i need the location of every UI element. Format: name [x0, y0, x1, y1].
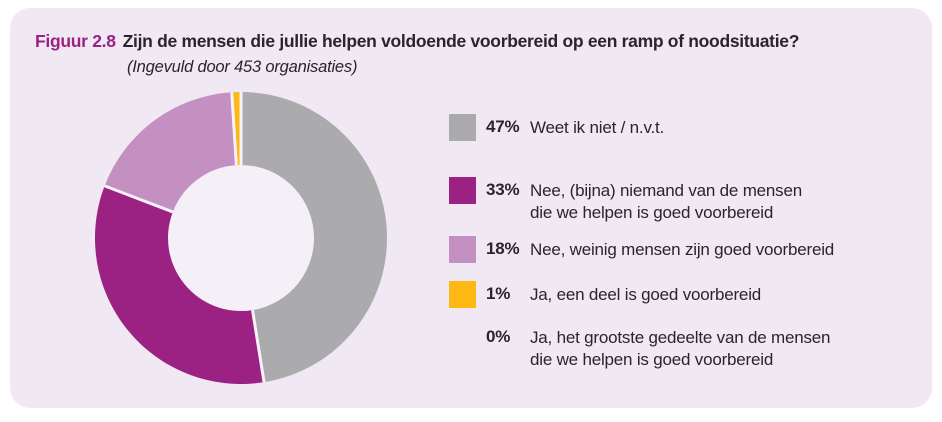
donut-chart	[95, 92, 387, 384]
legend-swatch-none	[449, 324, 476, 351]
legend-item: 47% Weet ik niet / n.v.t.	[449, 114, 929, 141]
legend-swatch-magenta	[449, 177, 476, 204]
legend-label: Ja, het grootste gedeelte van de mensen …	[530, 328, 831, 369]
segment-separator	[251, 309, 266, 383]
legend-percent: 18%	[486, 239, 520, 258]
legend-label: Ja, een deel is goed voorbereid	[530, 285, 762, 304]
legend-label: Nee, weinig mensen zijn goed voorbereid	[530, 240, 835, 259]
legend-percent: 47%	[486, 117, 520, 136]
figure-number: Figuur 2.8	[35, 31, 116, 51]
segment-separator	[104, 184, 174, 214]
donut-segment	[241, 92, 387, 383]
legend-swatch-yellow	[449, 281, 476, 308]
legend-swatch-orchid	[449, 236, 476, 263]
segment-separator	[230, 92, 238, 166]
donut-hole	[168, 165, 314, 311]
figure-panel: Figuur 2.8 Zijn de mensen die jullie hel…	[10, 8, 932, 408]
figure-title-block: Figuur 2.8 Zijn de mensen die jullie hel…	[35, 31, 799, 77]
figure-subtitle: (Ingevuld door 453 organisaties)	[127, 58, 358, 76]
legend-label: Nee, (bijna) niemand van de mensen die w…	[530, 181, 802, 222]
legend-item: 18% Nee, weinig mensen zijn goed voorber…	[449, 236, 929, 263]
legend-percent: 1%	[486, 284, 511, 303]
legend-percent: 33%	[486, 180, 520, 199]
legend-item: 33% Nee, (bijna) niemand van de mensen d…	[449, 177, 929, 223]
figure-title-line: Figuur 2.8 Zijn de mensen die jullie hel…	[35, 31, 799, 52]
figure-title: Zijn de mensen die jullie helpen voldoen…	[122, 31, 800, 51]
legend-swatch-gray	[449, 114, 476, 141]
legend-item: 1% Ja, een deel is goed voorbereid	[449, 281, 929, 308]
chart-legend: 47% Weet ik niet / n.v.t. 33% Nee, (bijn…	[449, 114, 929, 370]
donut-segment	[95, 185, 265, 384]
legend-percent: 0%	[486, 327, 511, 346]
legend-label: Weet ik niet / n.v.t.	[530, 118, 665, 137]
legend-item: 0% Ja, het grootste gedeelte van de mens…	[449, 324, 929, 370]
donut-segment	[104, 92, 237, 212]
